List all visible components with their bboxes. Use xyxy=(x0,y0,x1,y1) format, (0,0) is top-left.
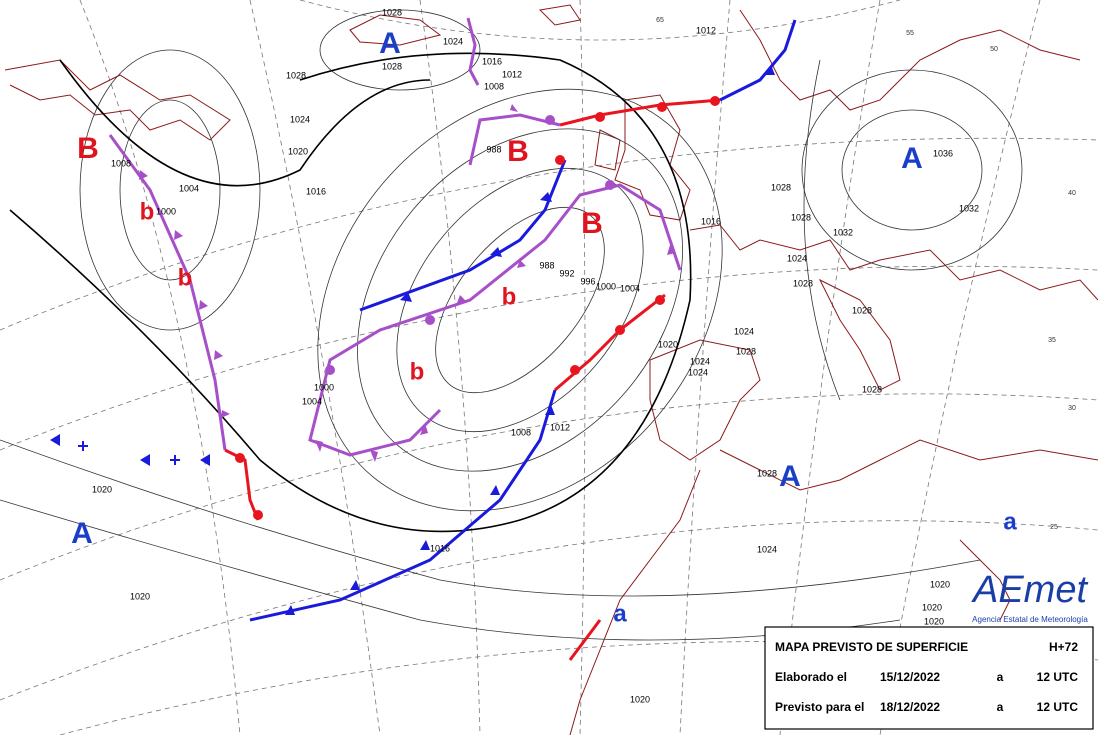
pressure-center: A xyxy=(379,27,401,60)
isobar-label: 1028 xyxy=(793,278,813,288)
pressure-center: B xyxy=(581,207,603,240)
graticule-label: 25 xyxy=(1050,524,1058,531)
graticule-label: 65 xyxy=(656,17,664,24)
isobars xyxy=(0,9,1023,641)
graticule-label: 50 xyxy=(990,46,998,53)
pressure-center: b xyxy=(502,283,517,310)
isobar-label: 1020 xyxy=(130,591,150,601)
isobar-label: 1028 xyxy=(791,212,811,222)
isobar-label: 1020 xyxy=(658,339,678,349)
pressure-center: B xyxy=(77,132,99,165)
pressure-center: A xyxy=(71,517,93,550)
pressure-center: b xyxy=(178,264,193,291)
pressure-center: B xyxy=(507,135,529,168)
isobar-label: 1028 xyxy=(736,346,756,356)
isobar-label: 1028 xyxy=(757,468,777,478)
isobar-label: 1024 xyxy=(688,367,708,377)
isobar-label: 1032 xyxy=(959,203,979,213)
isobar-label: 1028 xyxy=(382,61,402,71)
isobar-label: 1000 xyxy=(314,382,334,392)
isobar-label: 1008 xyxy=(511,427,531,437)
isobar-label: 1004 xyxy=(302,396,322,406)
panel-cell: 15/12/2022 xyxy=(880,670,940,684)
isobar-label: 1004 xyxy=(620,283,640,293)
isobar-label: 1028 xyxy=(771,182,791,192)
pressure-center: A xyxy=(901,142,923,175)
panel-lead: H+72 xyxy=(1049,640,1078,654)
pressure-center: b xyxy=(140,198,155,225)
isobar-label: 1028 xyxy=(862,384,882,394)
isobar-label: 1016 xyxy=(306,186,326,196)
panel-cell: a xyxy=(997,700,1004,714)
isobar-label: 1012 xyxy=(550,422,570,432)
panel-cell: Previsto para el xyxy=(775,700,864,714)
graticule-label: 30 xyxy=(1068,405,1076,412)
isobar-label: 1028 xyxy=(286,70,306,80)
isobar-label: 1020 xyxy=(288,146,308,156)
isobar-label: 1036 xyxy=(933,148,953,158)
isobar-label: 988 xyxy=(539,260,554,270)
isobar-label: 1020 xyxy=(92,484,112,494)
pressure-center: b xyxy=(410,358,425,385)
panel-cell: a xyxy=(997,670,1004,684)
fronts xyxy=(50,17,797,661)
isobar-label: 1020 xyxy=(630,694,650,704)
isobar-label: 1008 xyxy=(111,158,131,168)
logo: AEmet Agencia Estatal de Meteorología xyxy=(971,569,1088,624)
isobar-label: 1024 xyxy=(443,36,463,46)
isobar-label: 1024 xyxy=(787,253,807,263)
panel-cell: Elaborado el xyxy=(775,670,847,684)
panel-box xyxy=(764,626,1094,730)
isobar-label: 992 xyxy=(559,268,574,278)
isobar-label: 1000 xyxy=(596,281,616,291)
isobar-label: 1020 xyxy=(924,616,944,626)
panel-cell: 12 UTC xyxy=(1037,670,1079,684)
isobar-label: 1024 xyxy=(690,356,710,366)
isobar-label: 1016 xyxy=(701,216,721,226)
isobar-label: 1008 xyxy=(484,81,504,91)
isobar-label: 1016 xyxy=(482,56,502,66)
graticule-label: 55 xyxy=(906,30,914,37)
isobar-label: 1000 xyxy=(156,206,176,216)
isobar-label: 1012 xyxy=(696,25,716,35)
isobar-label: 1032 xyxy=(833,227,853,237)
pressure-center: a xyxy=(1003,508,1017,535)
pressure-center: a xyxy=(613,600,627,627)
isobar-label: 1012 xyxy=(502,69,522,79)
graticule-label: 35 xyxy=(1048,337,1056,344)
panel-cell: 18/12/2022 xyxy=(880,700,940,714)
pressure-center: A xyxy=(779,460,801,493)
isobar-label: 988 xyxy=(486,144,501,154)
isobar-label: 1028 xyxy=(852,305,872,315)
coastlines xyxy=(4,4,1098,735)
graticule-label: 40 xyxy=(1068,190,1076,197)
isobar-label: 1004 xyxy=(179,183,199,193)
logo-name: AEmet xyxy=(971,569,1088,611)
isobar-label: 1024 xyxy=(290,114,310,124)
panel-title: MAPA PREVISTO DE SUPERFICIE xyxy=(775,640,968,654)
info-panel: MAPA PREVISTO DE SUPERFICIE H+72 Elabora… xyxy=(764,626,1094,730)
isobar-label: 1016 xyxy=(430,543,450,553)
logo-subtitle: Agencia Estatal de Meteorología xyxy=(972,615,1088,624)
isobar-label: 1024 xyxy=(757,544,777,554)
isobar-label: 996 xyxy=(580,276,595,286)
isobar-label: 1020 xyxy=(922,602,942,612)
isobar-label: 1024 xyxy=(734,326,754,336)
isobar-label: 1020 xyxy=(930,579,950,589)
panel-cell: 12 UTC xyxy=(1037,700,1079,714)
isobar-label: 1028 xyxy=(382,7,402,17)
